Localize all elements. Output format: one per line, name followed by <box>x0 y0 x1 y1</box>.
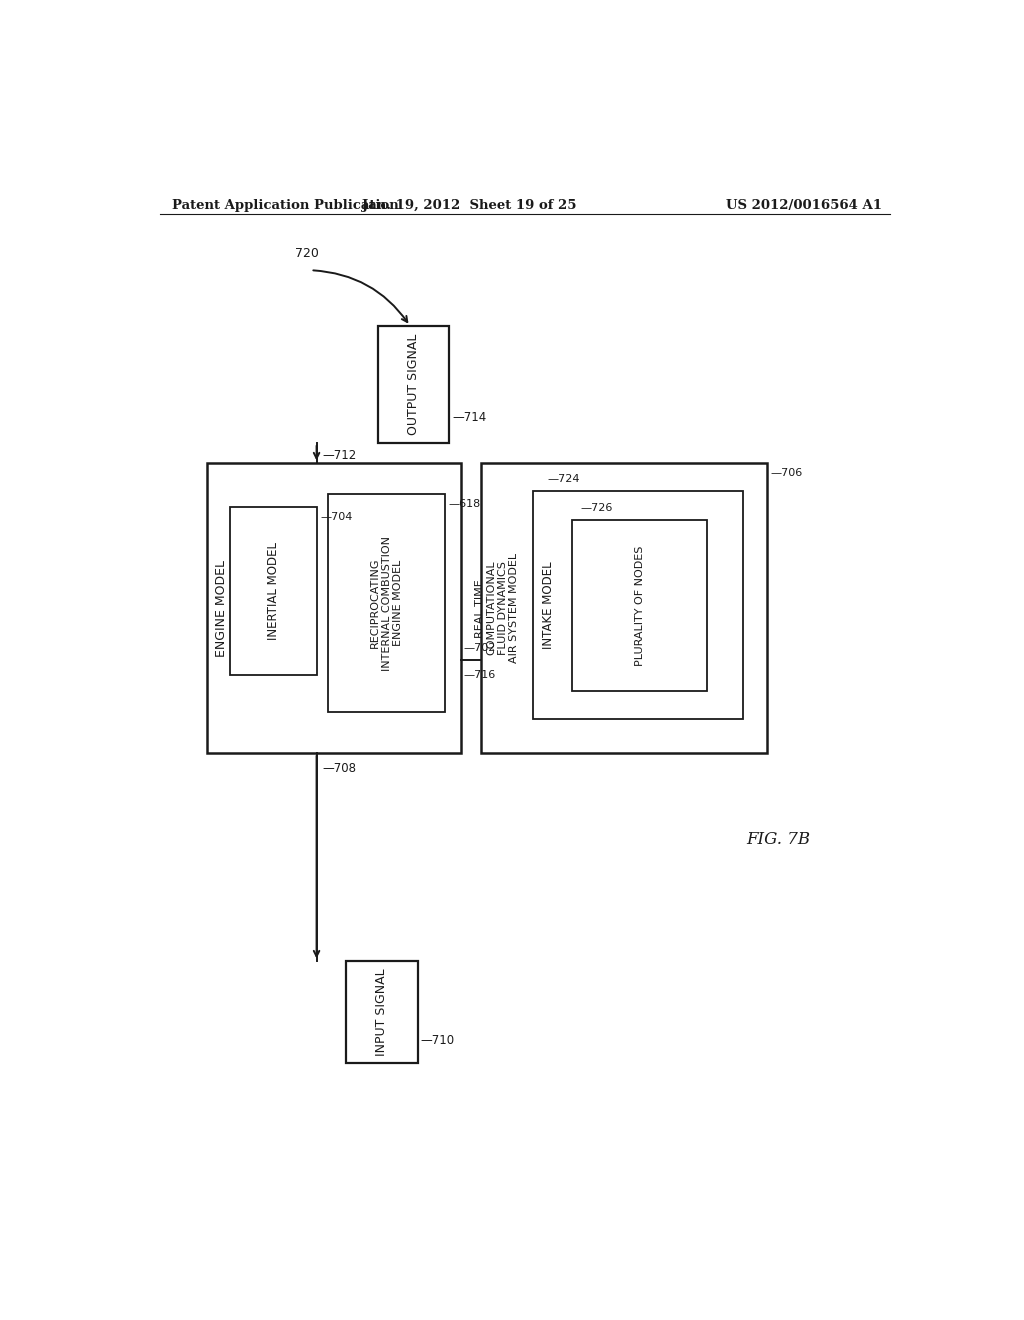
Bar <box>532 491 743 719</box>
Text: RECIPROCATING
INTERNAL COMBUSTION
ENGINE MODEL: RECIPROCATING INTERNAL COMBUSTION ENGINE… <box>370 536 403 671</box>
Text: PLURALITY OF NODES: PLURALITY OF NODES <box>635 545 645 665</box>
Bar <box>346 961 418 1063</box>
Text: FIG. 7B: FIG. 7B <box>746 830 811 847</box>
Text: —706: —706 <box>770 469 802 478</box>
Text: —702: —702 <box>464 643 496 653</box>
Text: —726: —726 <box>581 503 612 513</box>
Text: —714: —714 <box>453 411 486 424</box>
Text: —724: —724 <box>547 474 580 483</box>
Bar <box>328 494 445 713</box>
Text: REAL TIME
COMPUTATIONAL
FLUID DYNAMICS
AIR SYSTEM MODEL: REAL TIME COMPUTATIONAL FLUID DYNAMICS A… <box>475 553 519 663</box>
Text: —710: —710 <box>421 1034 455 1047</box>
Text: ENGINE MODEL: ENGINE MODEL <box>215 560 228 656</box>
Text: INPUT SIGNAL: INPUT SIGNAL <box>376 969 388 1056</box>
Text: —708: —708 <box>323 762 356 775</box>
Bar <box>229 507 316 675</box>
Text: —618: —618 <box>449 499 481 510</box>
Text: —712: —712 <box>323 449 356 462</box>
Bar <box>378 326 450 444</box>
Text: —704: —704 <box>321 512 352 523</box>
Text: Patent Application Publication: Patent Application Publication <box>172 198 398 211</box>
Text: Jan. 19, 2012  Sheet 19 of 25: Jan. 19, 2012 Sheet 19 of 25 <box>362 198 577 211</box>
Text: US 2012/0016564 A1: US 2012/0016564 A1 <box>726 198 882 211</box>
Bar <box>572 520 708 690</box>
Bar <box>207 463 462 752</box>
Text: 720: 720 <box>295 247 318 260</box>
Bar <box>481 463 767 752</box>
Text: OUTPUT SIGNAL: OUTPUT SIGNAL <box>408 334 420 436</box>
Text: INTAKE MODEL: INTAKE MODEL <box>542 561 555 649</box>
Text: INERTIAL MODEL: INERTIAL MODEL <box>266 543 280 640</box>
Text: —716: —716 <box>464 669 496 680</box>
